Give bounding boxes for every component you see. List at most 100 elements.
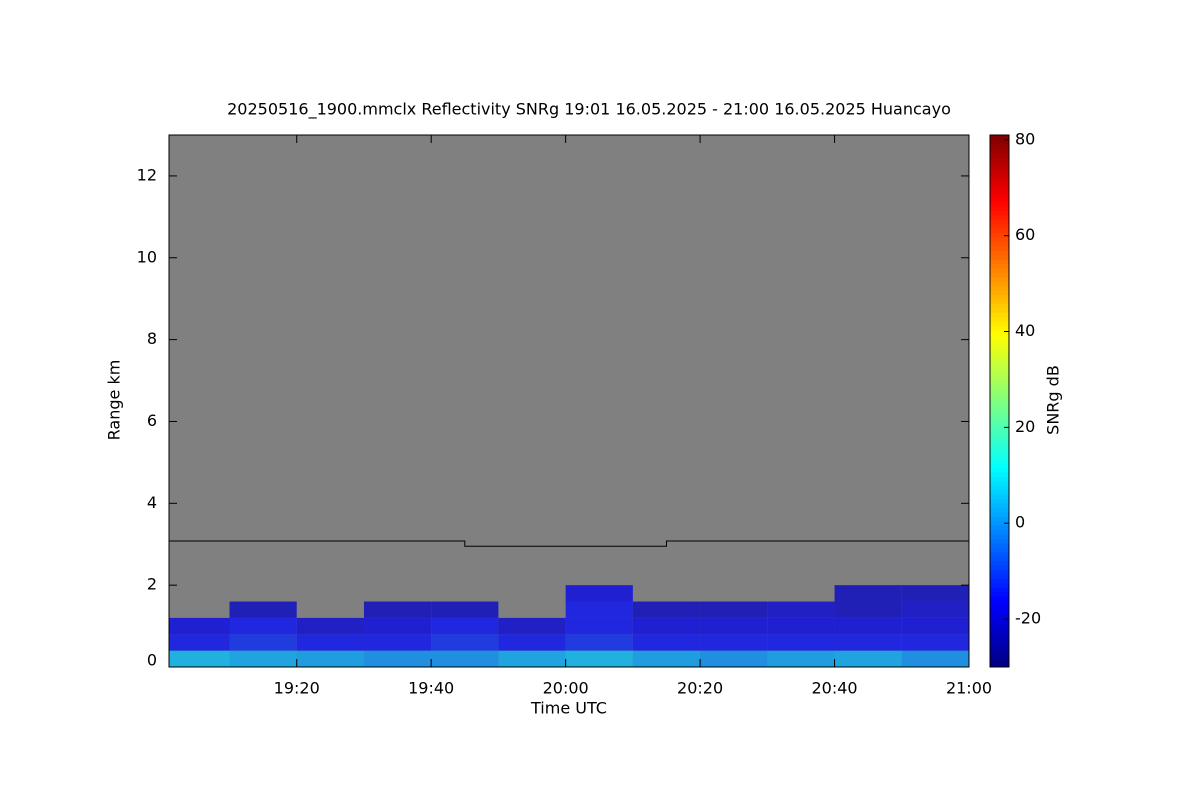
colorbar-segment [990,135,1009,140]
heatmap-cell [901,585,969,602]
colorbar-segment [990,188,1009,194]
colorbar-segment [990,401,1009,406]
colorbar-segment [990,174,1009,180]
heatmap-cell [498,650,566,667]
colorbar-segment [990,627,1009,633]
x-tick-label: 20:20 [677,679,723,698]
heatmap-cell [700,601,768,618]
colorbar-segment [990,423,1009,429]
colorbar-segment [990,312,1009,318]
heatmap-cell [767,634,835,651]
y-axis-label: Range km [105,360,124,441]
colorbar-segment [990,547,1009,553]
colorbar-segment [990,467,1009,473]
colorbar-segment [990,294,1009,300]
y-tick-label: 4 [147,493,157,512]
heatmap-cell [363,650,432,667]
colorbar-segment [990,662,1009,668]
colorbar-segment [990,591,1009,597]
colorbar-segment [990,454,1009,460]
colorbar-segment [990,445,1009,451]
colorbar-segment [990,352,1009,358]
colorbar-segment [990,183,1009,189]
colorbar-segment [990,458,1009,464]
colorbar-segment [990,378,1009,384]
colorbar-segment [990,463,1009,468]
heatmap-cell [169,650,230,667]
colorbar-segment [990,285,1009,291]
colorbar-segment [990,276,1009,282]
heatmap-cell [431,650,499,667]
colorbar-tick-label: -20 [1015,609,1041,628]
heatmap-cell [363,634,432,651]
heatmap-cell [363,601,432,618]
colorbar-segment [990,374,1009,380]
x-tick-label: 20:40 [811,679,857,698]
colorbar-segment [990,414,1009,420]
colorbar-segment [990,556,1009,562]
y-tick-label: 10 [137,247,157,266]
plot-frame [168,134,970,668]
colorbar-segment [990,480,1009,486]
colorbar-segment [990,356,1009,362]
heatmap-cell [834,634,902,651]
heatmap-cell [296,650,364,667]
heatmap-cell [169,617,230,635]
heatmap-cell [632,617,701,635]
colorbar-label: SNRg dB [1044,365,1063,435]
colorbar-segment [990,369,1009,375]
heatmap-cell [229,650,297,667]
colorbar-segment [990,578,1009,584]
colorbar-segment [990,596,1009,601]
colorbar-segment [990,192,1009,198]
colorbar-segment [990,236,1009,242]
colorbar-segment [990,219,1009,225]
colorbar-segment [990,511,1009,517]
heatmap-cell [767,617,835,635]
heatmap-cell [296,634,364,651]
heatmap-cell [565,634,633,651]
colorbar-segment [990,551,1009,557]
colorbar-segment [990,471,1009,477]
colorbar-segment [990,440,1009,446]
colorbar-segment [990,228,1009,234]
colorbar-segment [990,161,1009,167]
colorbar-segment [990,139,1009,145]
y-tick-label: 2 [147,575,157,594]
profile-line [169,540,969,547]
colorbar-segment [990,201,1009,207]
colorbar-segment [990,325,1009,331]
heatmap-cell [296,617,364,635]
colorbar-segment [990,330,1009,335]
colorbar-segment [990,254,1009,260]
colorbar-segment [990,534,1009,539]
chart-title: 20250516_1900.mmclx Reflectivity SNRg 19… [227,100,951,120]
colorbar-segment [990,631,1009,637]
colorbar-segment [990,157,1009,163]
colorbar-segment [990,392,1009,398]
colorbar-tick-label: 40 [1015,321,1035,340]
heatmap-cell [498,634,566,651]
colorbar-segment [990,658,1009,664]
colorbar-segment [990,573,1009,579]
y-tick-label: 12 [137,165,157,184]
y-tick-label: 0 [147,651,157,670]
heatmap-cell [834,585,902,602]
x-axis-label: Time UTC [530,699,607,718]
colorbar-segment [990,214,1009,220]
y-tick-label: 6 [147,411,157,430]
heatmap-cell [700,617,768,635]
colorbar-segment [990,653,1009,659]
colorbar-segment [990,622,1009,628]
heatmap-cell [767,650,835,667]
heatmap-cell [169,634,230,651]
colorbar-frame [989,134,1010,668]
colorbar-segment [990,432,1009,437]
colorbar-segment [990,347,1009,353]
heatmap-cell [431,617,499,635]
colorbar-segment [990,613,1009,619]
colorbar-segment [990,232,1009,238]
colorbar-segment [990,587,1009,593]
heatmap-cell [901,634,969,651]
